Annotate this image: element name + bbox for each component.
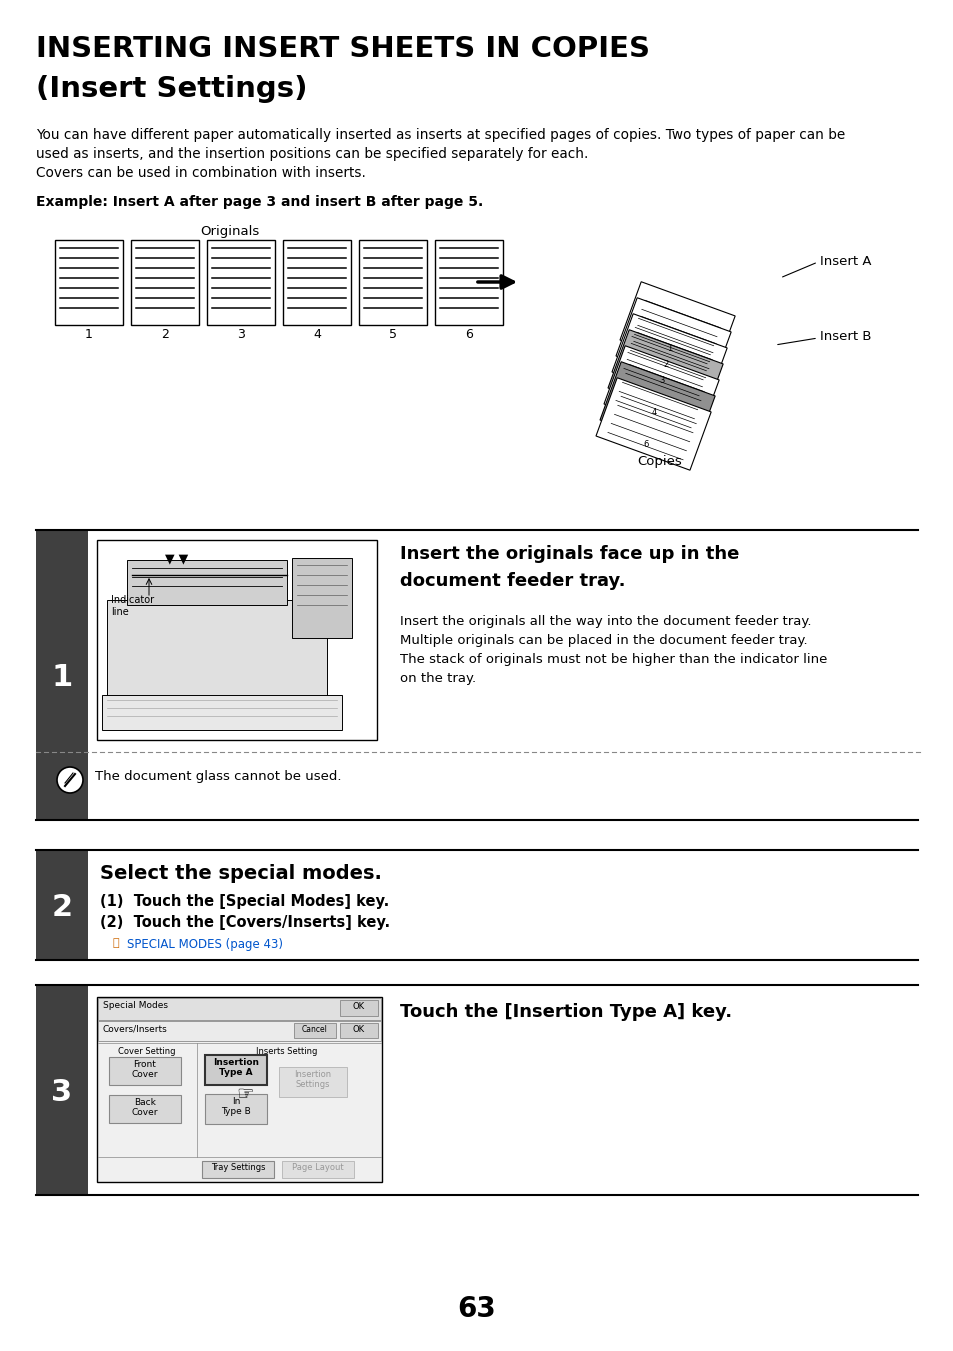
- Circle shape: [57, 767, 83, 793]
- Polygon shape: [599, 362, 715, 454]
- Text: ☞: ☞: [236, 1085, 253, 1104]
- Text: You can have different paper automatically inserted as inserts at specified page: You can have different paper automatical…: [36, 128, 844, 142]
- Text: Insertion
Settings: Insertion Settings: [294, 1070, 332, 1089]
- Bar: [339, 1023, 377, 1038]
- Polygon shape: [619, 282, 735, 374]
- Text: Indicator: Indicator: [111, 594, 154, 605]
- Bar: [109, 1096, 181, 1123]
- Bar: [55, 240, 123, 326]
- Bar: [36, 530, 88, 820]
- Text: Insert A: Insert A: [820, 255, 871, 267]
- Text: INSERTING INSERT SHEETS IN COPIES: INSERTING INSERT SHEETS IN COPIES: [36, 35, 649, 63]
- Text: Tray Settings: Tray Settings: [211, 1163, 265, 1173]
- Text: 4: 4: [651, 408, 656, 417]
- Bar: [283, 240, 351, 326]
- Text: Touch the [Insertion Type A] key.: Touch the [Insertion Type A] key.: [399, 1002, 731, 1021]
- Bar: [282, 1161, 354, 1178]
- Polygon shape: [603, 346, 719, 438]
- Text: line: line: [111, 607, 129, 617]
- Text: 4: 4: [313, 328, 320, 340]
- Text: Insert the originals all the way into the document feeder tray.: Insert the originals all the way into th…: [399, 615, 811, 628]
- Text: 2: 2: [51, 893, 72, 921]
- Text: Covers can be used in combination with inserts.: Covers can be used in combination with i…: [36, 166, 366, 180]
- Text: SPECIAL MODES (page 43): SPECIAL MODES (page 43): [127, 938, 283, 951]
- Bar: [97, 540, 376, 740]
- Text: Cover Setting: Cover Setting: [118, 1047, 175, 1056]
- Text: Originals: Originals: [200, 226, 259, 238]
- Bar: [98, 1021, 380, 1042]
- Bar: [358, 240, 427, 326]
- Text: Back
Cover: Back Cover: [132, 1098, 158, 1117]
- Text: In
Type B: In Type B: [221, 1097, 251, 1116]
- Text: 📖: 📖: [112, 938, 123, 948]
- Text: 3: 3: [236, 328, 245, 340]
- Text: Front
Cover: Front Cover: [132, 1061, 158, 1079]
- Text: ▼ ▼: ▼ ▼: [165, 553, 189, 565]
- Bar: [98, 998, 380, 1020]
- Bar: [107, 600, 327, 725]
- Bar: [435, 240, 502, 326]
- Text: Inserts Setting: Inserts Setting: [256, 1047, 317, 1056]
- Text: 1: 1: [51, 663, 72, 692]
- Text: The stack of originals must not be higher than the indicator line: The stack of originals must not be highe…: [399, 653, 826, 666]
- Text: OK: OK: [353, 1002, 365, 1011]
- Text: 6: 6: [643, 440, 648, 449]
- Text: Select the special modes.: Select the special modes.: [100, 865, 381, 884]
- Bar: [205, 1094, 267, 1124]
- Text: (2)  Touch the [Covers/Inserts] key.: (2) Touch the [Covers/Inserts] key.: [100, 915, 390, 929]
- Text: (Insert Settings): (Insert Settings): [36, 76, 307, 103]
- Polygon shape: [596, 378, 710, 470]
- Text: 2: 2: [663, 359, 668, 369]
- Bar: [205, 1055, 267, 1085]
- Text: Example: Insert A after page 3 and insert B after page 5.: Example: Insert A after page 3 and inser…: [36, 195, 483, 209]
- Bar: [36, 850, 88, 961]
- Bar: [131, 240, 199, 326]
- Bar: [127, 561, 287, 605]
- Text: 5: 5: [389, 328, 396, 340]
- Text: 2: 2: [161, 328, 169, 340]
- Bar: [207, 240, 274, 326]
- Bar: [339, 1000, 377, 1016]
- Bar: [102, 694, 341, 730]
- Text: OK: OK: [353, 1025, 365, 1034]
- Text: Insertion
Type A: Insertion Type A: [213, 1058, 258, 1077]
- Text: 3: 3: [51, 1078, 72, 1106]
- Bar: [202, 1161, 274, 1178]
- Text: Insert the originals face up in the: Insert the originals face up in the: [399, 544, 739, 563]
- Text: 1: 1: [667, 345, 672, 353]
- Polygon shape: [616, 297, 730, 390]
- Bar: [292, 558, 352, 638]
- Text: The document glass cannot be used.: The document glass cannot be used.: [95, 770, 341, 784]
- Text: document feeder tray.: document feeder tray.: [399, 571, 625, 590]
- Text: Cancel: Cancel: [302, 1025, 328, 1034]
- Text: Covers/Inserts: Covers/Inserts: [103, 1024, 168, 1034]
- Text: Insert B: Insert B: [820, 330, 871, 343]
- Bar: [294, 1023, 335, 1038]
- Text: 63: 63: [457, 1296, 496, 1323]
- Text: (1)  Touch the [Special Modes] key.: (1) Touch the [Special Modes] key.: [100, 894, 389, 909]
- Text: 1: 1: [85, 328, 92, 340]
- Bar: [109, 1056, 181, 1085]
- Text: 3: 3: [659, 376, 664, 385]
- Text: 6: 6: [464, 328, 473, 340]
- Bar: [36, 985, 88, 1196]
- Text: Page Layout: Page Layout: [292, 1163, 343, 1173]
- Bar: [278, 1067, 347, 1097]
- Polygon shape: [607, 330, 722, 423]
- Polygon shape: [612, 313, 726, 407]
- Text: on the tray.: on the tray.: [399, 671, 476, 685]
- Text: Special Modes: Special Modes: [103, 1001, 168, 1011]
- Text: used as inserts, and the insertion positions can be specified separately for eac: used as inserts, and the insertion posit…: [36, 147, 588, 161]
- Bar: [97, 997, 381, 1182]
- Text: Copies: Copies: [637, 455, 681, 467]
- Text: Multiple originals can be placed in the document feeder tray.: Multiple originals can be placed in the …: [399, 634, 807, 647]
